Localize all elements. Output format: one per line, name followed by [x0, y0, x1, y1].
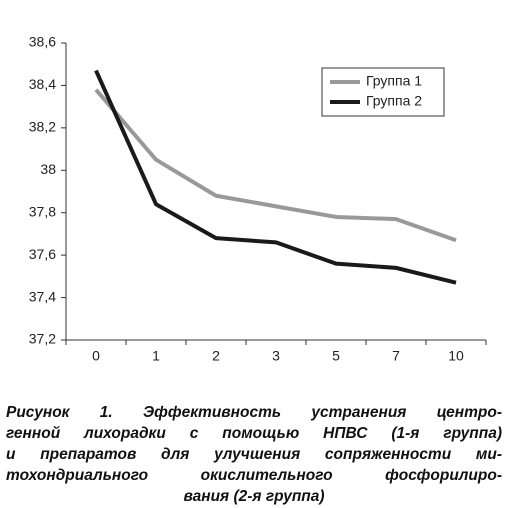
y-tick-label: 37,2: [29, 331, 56, 347]
legend-box: [321, 67, 445, 117]
y-tick-label: 37,4: [29, 288, 56, 304]
x-tick-label: 0: [92, 348, 100, 364]
x-tick-label: 2: [212, 348, 220, 364]
y-tick-label: 37,6: [29, 246, 56, 262]
caption-line: генной лихорадки с помощью НПВС (1-я гру…: [6, 425, 502, 442]
y-tick-label: 38,4: [29, 76, 56, 92]
caption-line: тохондриального окислительного фосфорили…: [6, 467, 502, 484]
caption-line: и препаратов для улучшения сопряженности…: [6, 446, 502, 463]
series-line: [94, 88, 457, 243]
y-tick-label: 38: [40, 161, 56, 177]
x-tick-label: 10: [448, 348, 464, 364]
chart: 37,2 37,4 37,6 37,8 38 38,2 38,4 38,6 0 1 2 3 5 7 10 Гр…: [29, 34, 487, 364]
series-line: [94, 69, 457, 285]
x-tick-label: 1: [152, 348, 160, 364]
y-tick-label: 37,8: [29, 203, 56, 219]
caption: Рисунок 1. Эффективность устранения цент…: [6, 402, 502, 507]
y-tick-label: 38,2: [29, 119, 56, 135]
legend-label: Группа 1: [366, 73, 422, 89]
caption-line: вания (2-я группа): [183, 488, 325, 505]
x-tick-label: 5: [332, 348, 340, 364]
x-tick-label: 7: [392, 348, 400, 364]
x-tick-label: 3: [272, 348, 280, 364]
legend-label: Группа 2: [366, 93, 422, 109]
caption-line: Рисунок 1. Эффективность устранения цент…: [6, 404, 502, 421]
y-tick-label: 38,6: [29, 34, 56, 50]
